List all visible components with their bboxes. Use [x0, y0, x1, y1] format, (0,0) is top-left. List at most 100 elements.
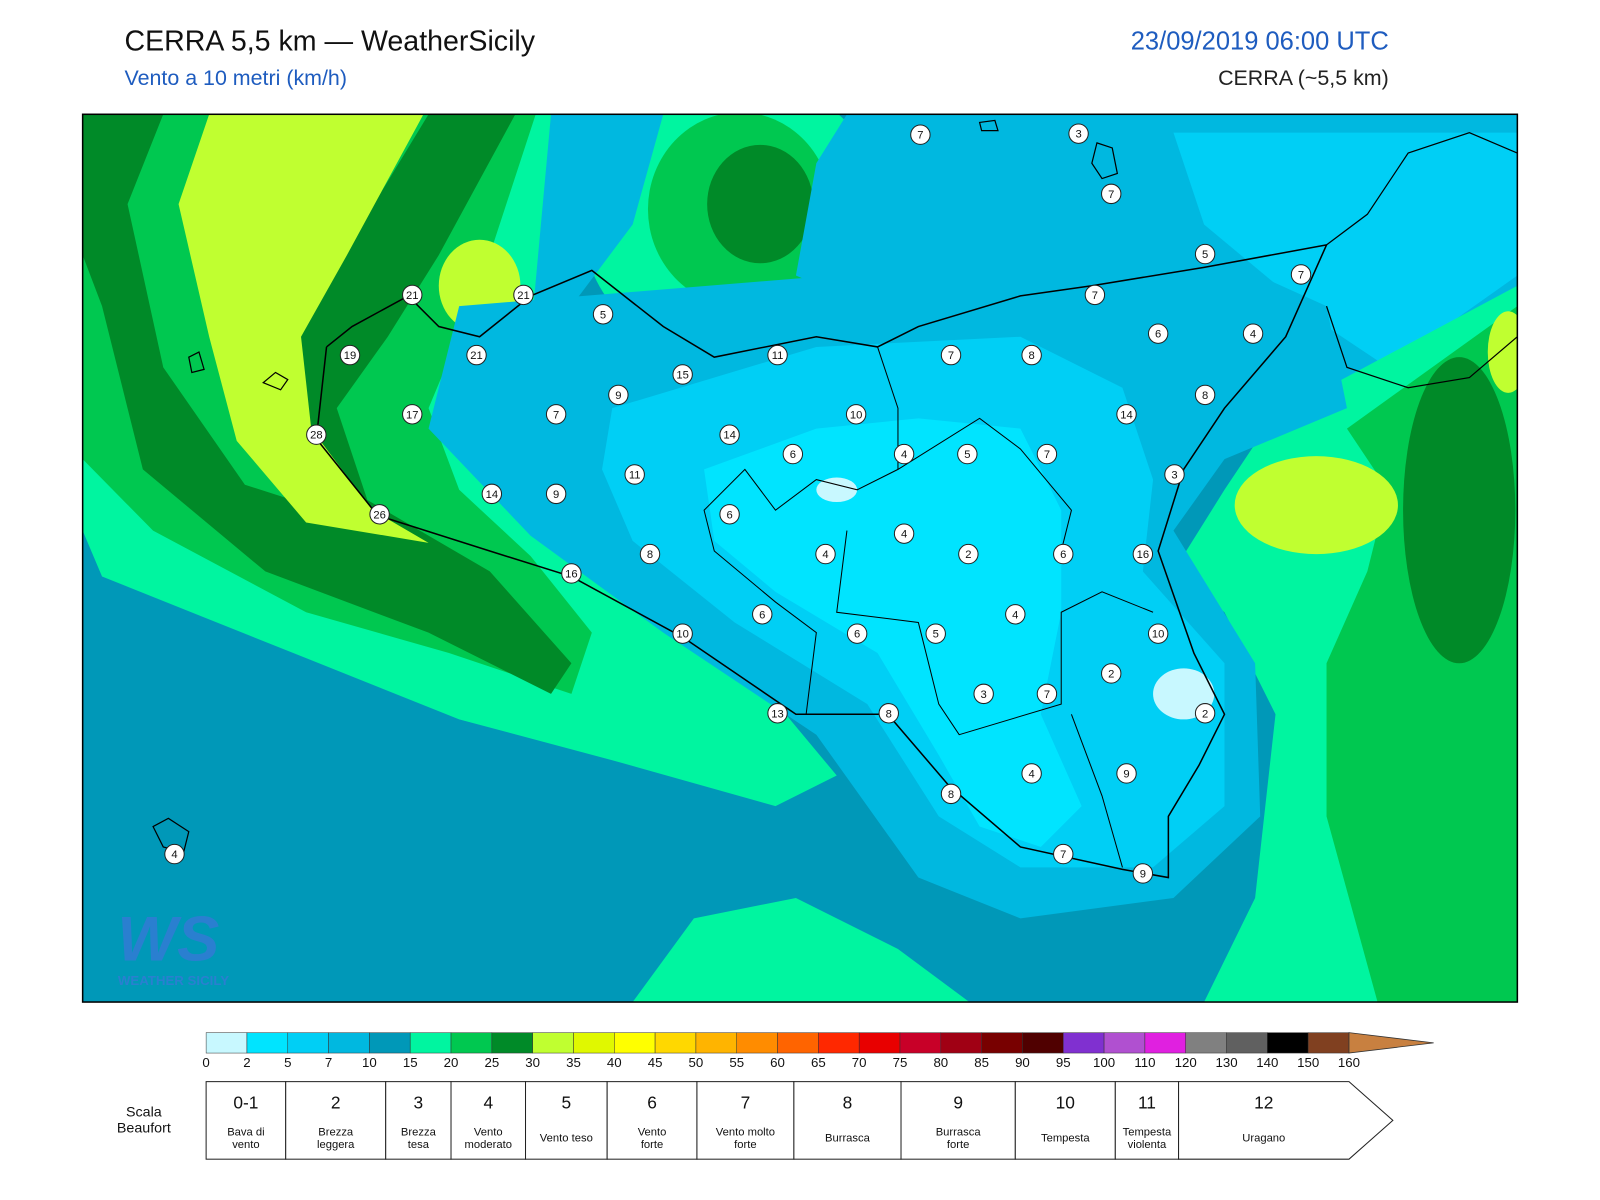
colorbar: 0 2 5 7 10 15 20 25 30 35 40 45 50 55 60 65 70 75 80 85 90 95…: [202, 1032, 1434, 1070]
colorbar-tick-label: 2: [243, 1055, 250, 1070]
station-value: 16: [1137, 549, 1149, 561]
station-value: 5: [1202, 249, 1208, 261]
station-marker: [719, 504, 740, 525]
colorbar-tick-label: 20: [444, 1055, 459, 1070]
colorbar-segment: [899, 1032, 942, 1054]
beaufort-cell: [1114, 1081, 1180, 1160]
colorbar-segment: [1103, 1032, 1146, 1054]
station-value: 14: [1120, 409, 1132, 421]
colorbar-tick-label: 0: [202, 1055, 209, 1070]
station-value: 14: [486, 489, 498, 501]
station-value: 8: [886, 708, 892, 720]
beaufort-force: 10: [1056, 1093, 1075, 1113]
station-marker: [1021, 344, 1042, 366]
station-marker: [845, 404, 867, 425]
station-value: 9: [1123, 768, 1129, 780]
station-value: 10: [676, 629, 688, 641]
colorbar-segment: [450, 1032, 493, 1054]
station-marker: [164, 843, 185, 865]
station-marker: [1132, 543, 1154, 565]
station-marker: [1084, 284, 1106, 306]
station-marker: [1005, 604, 1026, 625]
station-marker: [846, 623, 868, 644]
beaufort-cell: [205, 1081, 287, 1160]
colorbar-tick-label: 30: [525, 1055, 540, 1070]
colorbar-segment: [736, 1032, 778, 1054]
station-value: 6: [759, 609, 765, 621]
beaufort-name: Brezza tesa: [401, 1127, 437, 1151]
wind-area: [632, 897, 970, 1003]
station-marker: [1021, 763, 1042, 784]
station-value: 10: [1152, 629, 1164, 641]
logo-name: WEATHER SICILY: [118, 973, 229, 988]
colorbar-segment: [369, 1032, 411, 1054]
beaufort-force: 8: [843, 1093, 853, 1113]
colorbar-segment: [818, 1032, 860, 1054]
station-value: 10: [850, 409, 862, 421]
colorbar-segment: [491, 1032, 533, 1054]
colorbar-tick-label: 5: [284, 1055, 291, 1070]
station-marker: [624, 464, 645, 485]
station-value: 7: [1044, 689, 1050, 701]
beaufort-name: Vento molto forte: [716, 1127, 775, 1151]
station-marker: [1101, 183, 1122, 205]
station-marker: [1132, 863, 1154, 884]
station-marker: [1242, 323, 1264, 344]
beaufort-label: Scala Beaufort: [117, 1104, 171, 1136]
station-value: 4: [901, 449, 907, 461]
wind-area: [1173, 132, 1518, 368]
station-marker: [940, 344, 962, 366]
station-value: 9: [553, 489, 559, 501]
province-border: [703, 346, 1154, 868]
station-marker: [339, 344, 361, 366]
station-marker: [893, 523, 915, 544]
station-value: 3: [1171, 469, 1177, 481]
station-marker: [545, 483, 567, 505]
coastline: [1325, 131, 1518, 389]
beaufort-cell: [450, 1081, 527, 1160]
beaufort-name: Brezza leggera: [317, 1127, 355, 1151]
station-value: 13: [771, 708, 783, 720]
colorbar-segment: [695, 1032, 737, 1054]
station-value: 2: [965, 549, 971, 561]
station-value: 7: [917, 130, 923, 142]
wind-area: [1234, 456, 1398, 555]
beaufort-force: 7: [741, 1093, 751, 1113]
station-value: 21: [406, 290, 418, 302]
beaufort-force: 9: [953, 1093, 963, 1113]
beaufort-force: 2: [331, 1093, 341, 1113]
station-value: 7: [1044, 449, 1050, 461]
station-value: 7: [553, 409, 559, 421]
station-value: 8: [948, 789, 954, 801]
station-value: 17: [406, 409, 418, 421]
datetime: 23/09/2019 06:00 UTC: [1131, 28, 1389, 56]
beaufort-name: Bava di vento: [227, 1127, 264, 1151]
beaufort-force: 0-1: [233, 1093, 258, 1113]
colorbar-segment: [1307, 1032, 1350, 1054]
station-marker: [592, 304, 614, 325]
station-marker: [752, 604, 773, 625]
station-marker: [672, 623, 693, 644]
colorbar-segment: [858, 1032, 901, 1054]
station-marker: [1147, 323, 1169, 344]
wind-area: [530, 114, 664, 337]
colorbar-tick-label: 95: [1056, 1055, 1071, 1070]
subtitle: Vento a 10 metri (km/h): [124, 66, 346, 90]
station-marker: [608, 384, 629, 406]
station-marker: [306, 424, 327, 445]
logo-mark: WS: [117, 905, 219, 975]
station-marker: [1053, 543, 1074, 565]
beaufort-force: 5: [562, 1093, 572, 1113]
wind-area: [816, 477, 858, 503]
colorbar-segment: [1022, 1032, 1064, 1054]
colorbar-segment: [1185, 1032, 1227, 1054]
station-marker: [1116, 404, 1137, 425]
wind-area: [1403, 357, 1516, 664]
station-value: 7: [1298, 269, 1304, 281]
station-marker: [481, 483, 503, 505]
map-frame: [81, 113, 1519, 1003]
station-marker: [466, 344, 487, 366]
wind-area: [707, 144, 814, 264]
colorbar-segment: [981, 1032, 1023, 1054]
